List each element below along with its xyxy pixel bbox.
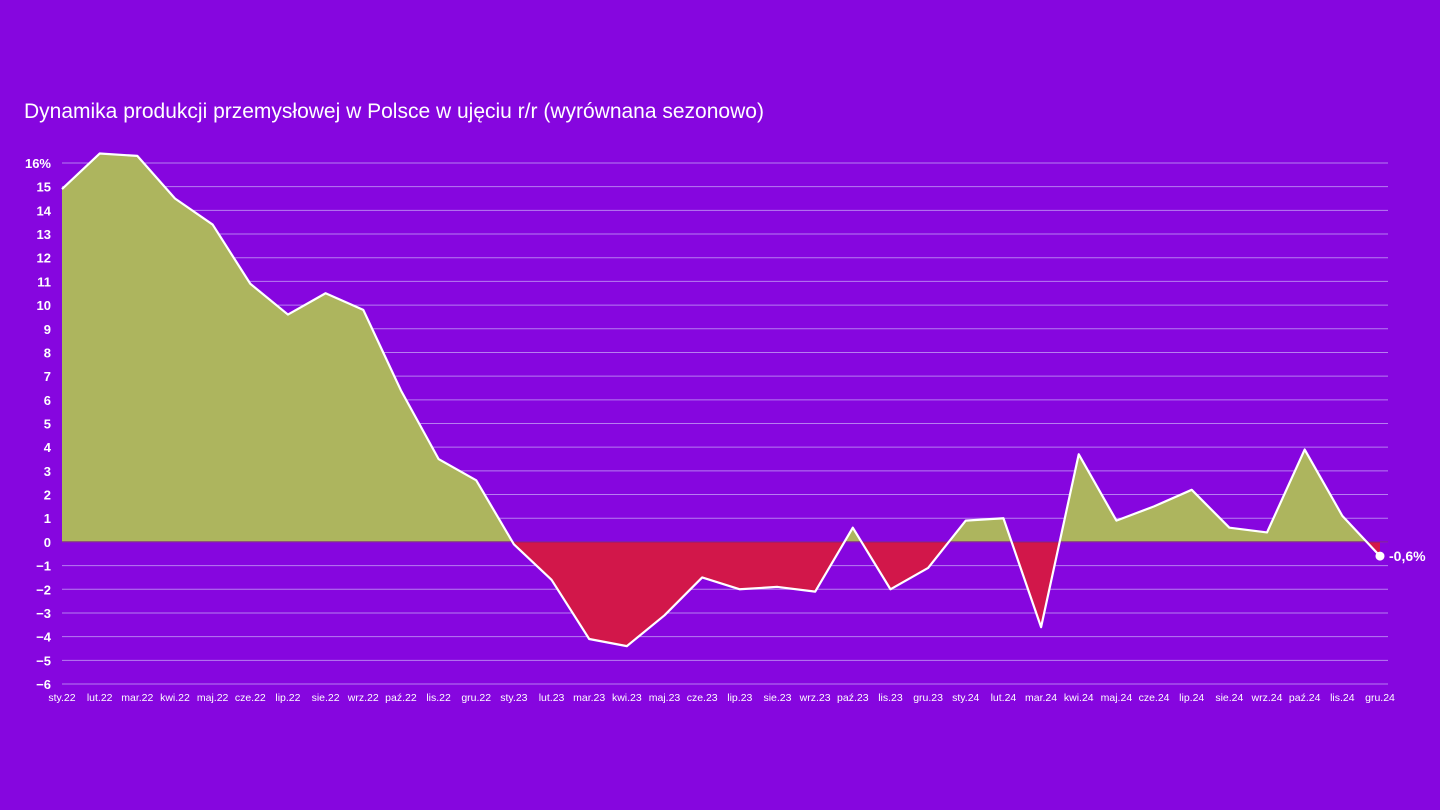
- x-tick-label: maj.22: [197, 692, 229, 704]
- x-tick-label: kwi.24: [1064, 692, 1094, 704]
- x-tick-label: paź.24: [1289, 692, 1321, 704]
- y-tick-label: 10: [37, 298, 51, 313]
- y-tick-label: −3: [36, 606, 51, 621]
- x-tick-label: maj.23: [649, 692, 681, 704]
- y-tick-label: −5: [36, 653, 51, 668]
- x-tick-label: wrz.22: [347, 692, 379, 704]
- x-tick-label: cze.22: [235, 692, 266, 704]
- x-tick-label: lis.24: [1330, 692, 1355, 704]
- y-tick-label: 8: [44, 345, 51, 360]
- x-tick-label: wrz.23: [799, 692, 831, 704]
- y-tick-label: 0: [44, 535, 51, 550]
- x-tick-label: gru.24: [1365, 692, 1395, 704]
- x-tick-label: paź.23: [837, 692, 869, 704]
- y-tick-label: 12: [37, 251, 51, 266]
- x-tick-label: mar.23: [573, 692, 605, 704]
- y-tick-label: 1: [44, 511, 51, 526]
- x-tick-label: lut.22: [87, 692, 113, 704]
- series-line: [61, 152, 1381, 648]
- positive-area: [1059, 449, 1367, 542]
- x-tick-label: gru.22: [461, 692, 491, 704]
- positive-area: [62, 153, 513, 542]
- x-tick-label: wrz.24: [1251, 692, 1283, 704]
- x-tick-label: lut.24: [991, 692, 1017, 704]
- x-tick-label: sty.22: [48, 692, 75, 704]
- y-tick-label: 14: [37, 203, 52, 218]
- x-tick-label: sty.24: [952, 692, 979, 704]
- y-tick-label: −2: [36, 582, 51, 597]
- x-tick-label: cze.23: [687, 692, 718, 704]
- negative-area: [512, 541, 845, 647]
- x-tick-label: lip.24: [1179, 692, 1204, 704]
- y-tick-label: 13: [37, 227, 51, 242]
- x-tick-label: gru.23: [913, 692, 943, 704]
- x-tick-label: maj.24: [1101, 692, 1133, 704]
- end-point: [1375, 551, 1385, 561]
- y-tick-label: 6: [44, 393, 51, 408]
- area-fills: [62, 153, 1388, 647]
- x-tick-label: mar.24: [1025, 692, 1057, 704]
- positive-area: [844, 527, 862, 542]
- y-tick-label: 7: [44, 369, 51, 384]
- x-tick-label: sie.24: [1215, 692, 1243, 704]
- y-tick-label: −6: [36, 677, 51, 692]
- x-tick-label: lip.23: [727, 692, 752, 704]
- y-tick-label: −4: [36, 630, 52, 645]
- x-tick-label: lis.23: [878, 692, 903, 704]
- y-tick-label: 15: [37, 180, 51, 195]
- x-tick-label: paź.22: [385, 692, 417, 704]
- y-tick-label: 9: [44, 322, 51, 337]
- end-marker-layer: -0,6%: [1375, 548, 1426, 564]
- x-tick-label: sty.23: [500, 692, 527, 704]
- positive-area: [948, 518, 1012, 542]
- y-tick-label: 5: [44, 417, 51, 432]
- y-tick-label: 11: [37, 274, 51, 289]
- y-tick-label: 3: [44, 464, 51, 479]
- y-tick-label: −1: [36, 559, 51, 574]
- x-tick-label: mar.22: [121, 692, 153, 704]
- y-tick-label: 16%: [25, 156, 51, 171]
- x-tick-label: sie.23: [763, 692, 791, 704]
- x-tick-label: sie.22: [312, 692, 340, 704]
- y-tick-label: 4: [44, 440, 52, 455]
- y-tick-label: 2: [44, 488, 51, 503]
- x-tick-label: kwi.23: [612, 692, 642, 704]
- chart-title: Dynamika produkcji przemysłowej w Polsce…: [24, 100, 764, 123]
- x-axis-ticks: sty.22 lut.22 mar.22 kwi.22 maj.22 cze.22 lip.…: [48, 692, 1395, 704]
- x-tick-label: kwi.22: [160, 692, 190, 704]
- negative-area: [1011, 541, 1060, 628]
- x-tick-label: cze.24: [1139, 692, 1170, 704]
- series-line-layer: [61, 152, 1381, 648]
- end-value-label: -0,6%: [1389, 548, 1426, 564]
- x-tick-label: lis.22: [426, 692, 451, 704]
- x-tick-label: lip.22: [275, 692, 300, 704]
- x-tick-label: lut.23: [539, 692, 565, 704]
